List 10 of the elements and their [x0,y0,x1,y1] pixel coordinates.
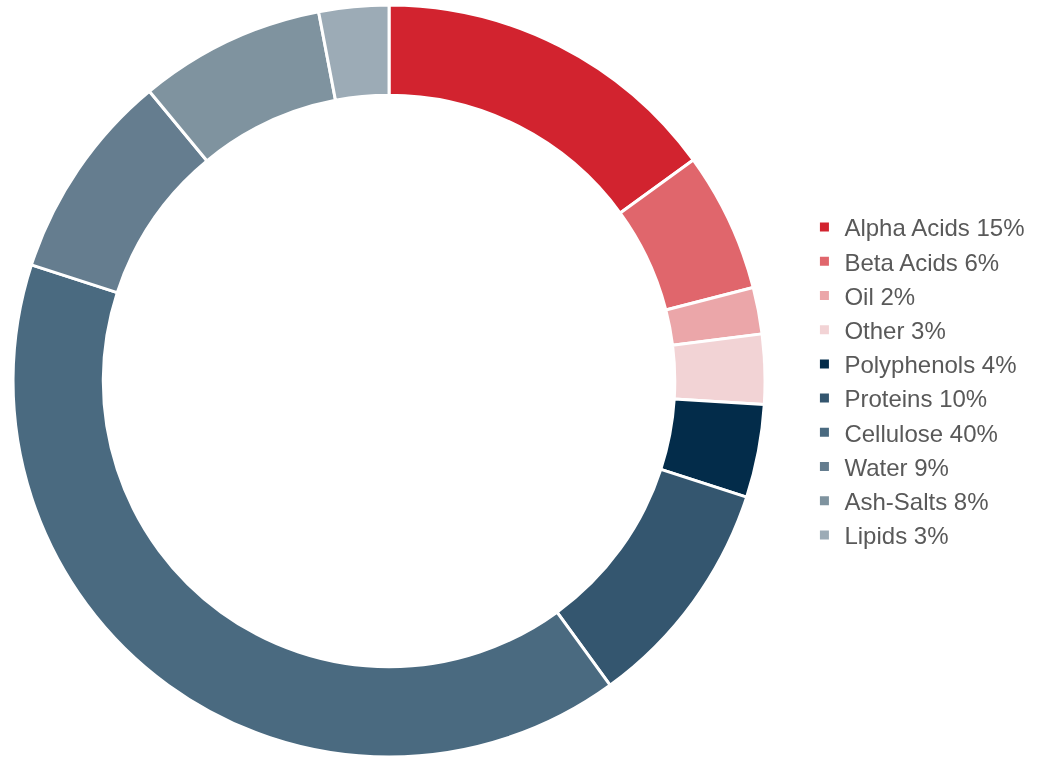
legend-label: Lipids 3% [844,522,949,550]
legend-label: Ash-Salts 8% [844,488,989,516]
legend-label: Proteins 10% [844,385,988,413]
legend-label: Cellulose 40% [844,419,998,447]
legend-label: Other 3% [844,317,946,345]
legend-label: Water 9% [844,453,949,481]
legend-label: Oil 2% [844,282,916,310]
legend-label: Alpha Acids 15% [844,214,1025,242]
legend-label: Polyphenols 4% [844,351,1017,379]
legend-label: Beta Acids 6% [844,248,1000,276]
